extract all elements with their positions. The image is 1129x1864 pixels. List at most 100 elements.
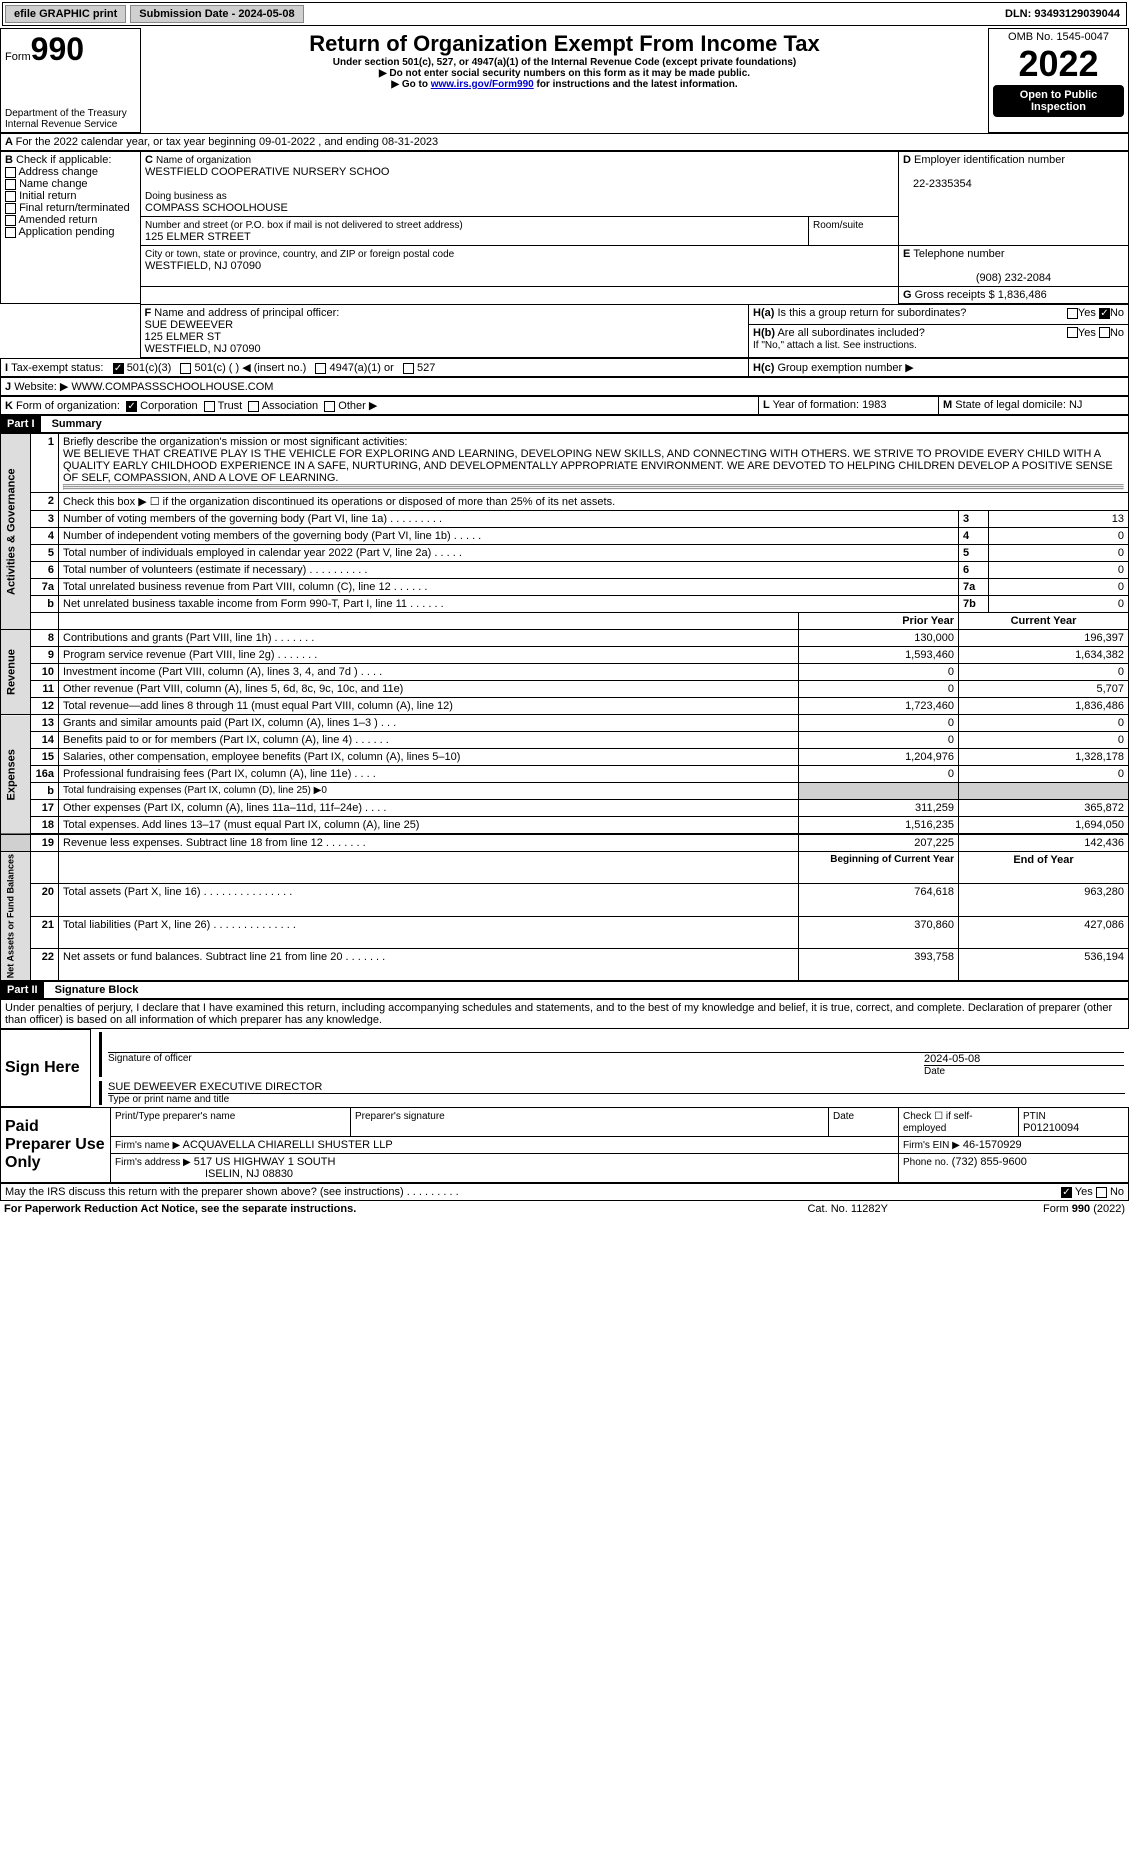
- open-to-public: Open to Public Inspection: [993, 85, 1124, 117]
- ptin-cell: PTINP01210094: [1019, 1108, 1129, 1137]
- chk-address-change[interactable]: [5, 167, 16, 178]
- line4: Number of independent voting members of …: [59, 528, 959, 545]
- chk-name-change[interactable]: [5, 179, 16, 190]
- line21: Total liabilities (Part X, line 26) . . …: [59, 916, 799, 948]
- line5: Total number of individuals employed in …: [59, 545, 959, 562]
- city-cell: City or town, state or province, country…: [141, 246, 899, 287]
- prep-date: Date: [829, 1108, 899, 1137]
- chk-irs-yes[interactable]: [1061, 1187, 1072, 1198]
- submission-date-button[interactable]: Submission Date - 2024-05-08: [130, 5, 303, 23]
- tax-exempt-cell: I Tax-exempt status: 501(c)(3) 501(c) ( …: [1, 359, 749, 377]
- line16a: Professional fundraising fees (Part IX, …: [59, 766, 799, 783]
- year-formation-cell: L Year of formation: 1983: [759, 397, 939, 415]
- dln-text: DLN: 93493129039044: [999, 6, 1126, 22]
- line17: Other expenses (Part IX, column (A), lin…: [59, 800, 799, 817]
- chk-527[interactable]: [403, 363, 414, 374]
- street-cell: Number and street (or P.O. box if mail i…: [141, 217, 809, 246]
- paperwork-notice: For Paperwork Reduction Act Notice, see …: [0, 1201, 755, 1217]
- line6: Total number of volunteers (estimate if …: [59, 562, 959, 579]
- ssn-warning: Do not enter social security numbers on …: [145, 68, 984, 79]
- chk-application-pending[interactable]: [5, 227, 16, 238]
- line11: Other revenue (Part VIII, column (A), li…: [59, 681, 799, 698]
- org-name-cell: C Name of organization WESTFIELD COOPERA…: [141, 152, 899, 217]
- omb-number: OMB No. 1545-0047: [993, 31, 1124, 43]
- h-c-cell: H(c) Group exemption number ▶: [749, 359, 1129, 377]
- paid-preparer-label: Paid Preparer Use Only: [1, 1108, 111, 1183]
- firm-name-cell: Firm's name ▶ ACQUAVELLA CHIARELLI SHUST…: [111, 1137, 899, 1154]
- form-of-org-cell: K Form of organization: Corporation Trus…: [1, 397, 759, 415]
- chk-ha-no[interactable]: [1099, 308, 1110, 319]
- line18: Total expenses. Add lines 13–17 (must eq…: [59, 817, 799, 835]
- chk-4947[interactable]: [315, 363, 326, 374]
- line13: Grants and similar amounts paid (Part IX…: [59, 715, 799, 732]
- chk-amended-return[interactable]: [5, 215, 16, 226]
- tax-year: 2022: [993, 43, 1124, 85]
- goto-link-line: Go to www.irs.gov/Form990 for instructio…: [145, 79, 984, 90]
- prep-name: Print/Type preparer's name: [111, 1108, 351, 1137]
- line20: Total assets (Part X, line 16) . . . . .…: [59, 884, 799, 916]
- chk-ha-yes[interactable]: [1067, 308, 1078, 319]
- irs-link[interactable]: www.irs.gov/Form990: [431, 79, 534, 90]
- chk-irs-no[interactable]: [1096, 1187, 1107, 1198]
- line3: Number of voting members of the governin…: [59, 511, 959, 528]
- prep-sig: Preparer's signature: [351, 1108, 829, 1137]
- efile-print-button[interactable]: efile GRAPHIC print: [5, 5, 126, 23]
- vert-expenses: Expenses: [1, 715, 31, 835]
- firm-ein-cell: Firm's EIN ▶ 46-1570929: [899, 1137, 1129, 1154]
- line1-cell: Briefly describe the organization's miss…: [59, 434, 1129, 493]
- section-b: B Check if applicable: Address change Na…: [1, 152, 141, 304]
- h-b-cell: H(b) Are all subordinates included? Yes …: [749, 324, 1129, 357]
- part2-title: Signature Block: [47, 984, 139, 996]
- line2: Check this box ▶ ☐ if the organization d…: [59, 493, 1129, 511]
- line10: Investment income (Part VIII, column (A)…: [59, 664, 799, 681]
- line12: Total revenue—add lines 8 through 11 (mu…: [59, 698, 799, 715]
- firm-phone-cell: Phone no. (732) 855-9600: [899, 1154, 1129, 1183]
- firm-addr-cell: Firm's address ▶ 517 US HIGHWAY 1 SOUTHI…: [111, 1154, 899, 1183]
- top-bar: efile GRAPHIC print Submission Date - 20…: [2, 2, 1127, 26]
- perjury-text: Under penalties of perjury, I declare th…: [1, 1000, 1129, 1029]
- website-cell: J Website: ▶ WWW.COMPASSSCHOOLHOUSE.COM: [1, 378, 1129, 396]
- chk-hb-yes[interactable]: [1067, 327, 1078, 338]
- current-year-hdr: Current Year: [959, 613, 1129, 630]
- vert-netassets: Net Assets or Fund Balances: [1, 852, 31, 981]
- telephone-cell: E Telephone number (908) 232-2084: [899, 246, 1129, 287]
- line-a: A For the 2022 calendar year, or tax yea…: [1, 134, 1129, 151]
- state-domicile-cell: M State of legal domicile: NJ: [939, 397, 1129, 415]
- may-irs-discuss: May the IRS discuss this return with the…: [1, 1184, 1129, 1201]
- h-a-cell: H(a) Is this a group return for subordin…: [749, 305, 1129, 325]
- line16b: Total fundraising expenses (Part IX, col…: [59, 783, 799, 800]
- chk-initial-return[interactable]: [5, 191, 16, 202]
- form-number: 990: [31, 31, 84, 67]
- header-table: Form990 Department of the Treasury Inter…: [0, 28, 1129, 133]
- chk-501c3[interactable]: [113, 363, 124, 374]
- line9: Program service revenue (Part VIII, line…: [59, 647, 799, 664]
- part1-title: Summary: [44, 418, 102, 430]
- line15: Salaries, other compensation, employee b…: [59, 749, 799, 766]
- line8: Contributions and grants (Part VIII, lin…: [59, 630, 799, 647]
- line7a: Total unrelated business revenue from Pa…: [59, 579, 959, 596]
- prep-self-employed: Check ☐ if self-employed: [899, 1108, 1019, 1137]
- part2-label: Part II: [1, 982, 44, 998]
- chk-corp[interactable]: [126, 401, 137, 412]
- line7b: Net unrelated business taxable income fr…: [59, 596, 959, 613]
- sign-here-label: Sign Here: [1, 1030, 91, 1107]
- begin-year-hdr: Beginning of Current Year: [799, 852, 959, 884]
- officer-sig-block: Signature of officer 2024-05-08Date: [99, 1032, 1124, 1077]
- chk-assoc[interactable]: [248, 401, 259, 412]
- end-year-hdr: End of Year: [959, 852, 1129, 884]
- line22: Net assets or fund balances. Subtract li…: [59, 948, 799, 980]
- line14: Benefits paid to or for members (Part IX…: [59, 732, 799, 749]
- form-title: Return of Organization Exempt From Incom…: [145, 31, 984, 57]
- principal-officer-cell: F Name and address of principal officer:…: [140, 305, 749, 358]
- chk-other[interactable]: [324, 401, 335, 412]
- chk-trust[interactable]: [204, 401, 215, 412]
- chk-final-return[interactable]: [5, 203, 16, 214]
- vert-revenue: Revenue: [1, 630, 31, 715]
- form-subtitle: Under section 501(c), 527, or 4947(a)(1)…: [145, 57, 984, 68]
- line19: Revenue less expenses. Subtract line 18 …: [59, 834, 799, 852]
- form-label: Form990: [5, 31, 136, 68]
- vert-activities: Activities & Governance: [1, 434, 31, 630]
- chk-501c[interactable]: [180, 363, 191, 374]
- officer-name-block: SUE DEWEEVER EXECUTIVE DIRECTOR Type or …: [99, 1081, 1125, 1105]
- chk-hb-no[interactable]: [1099, 327, 1110, 338]
